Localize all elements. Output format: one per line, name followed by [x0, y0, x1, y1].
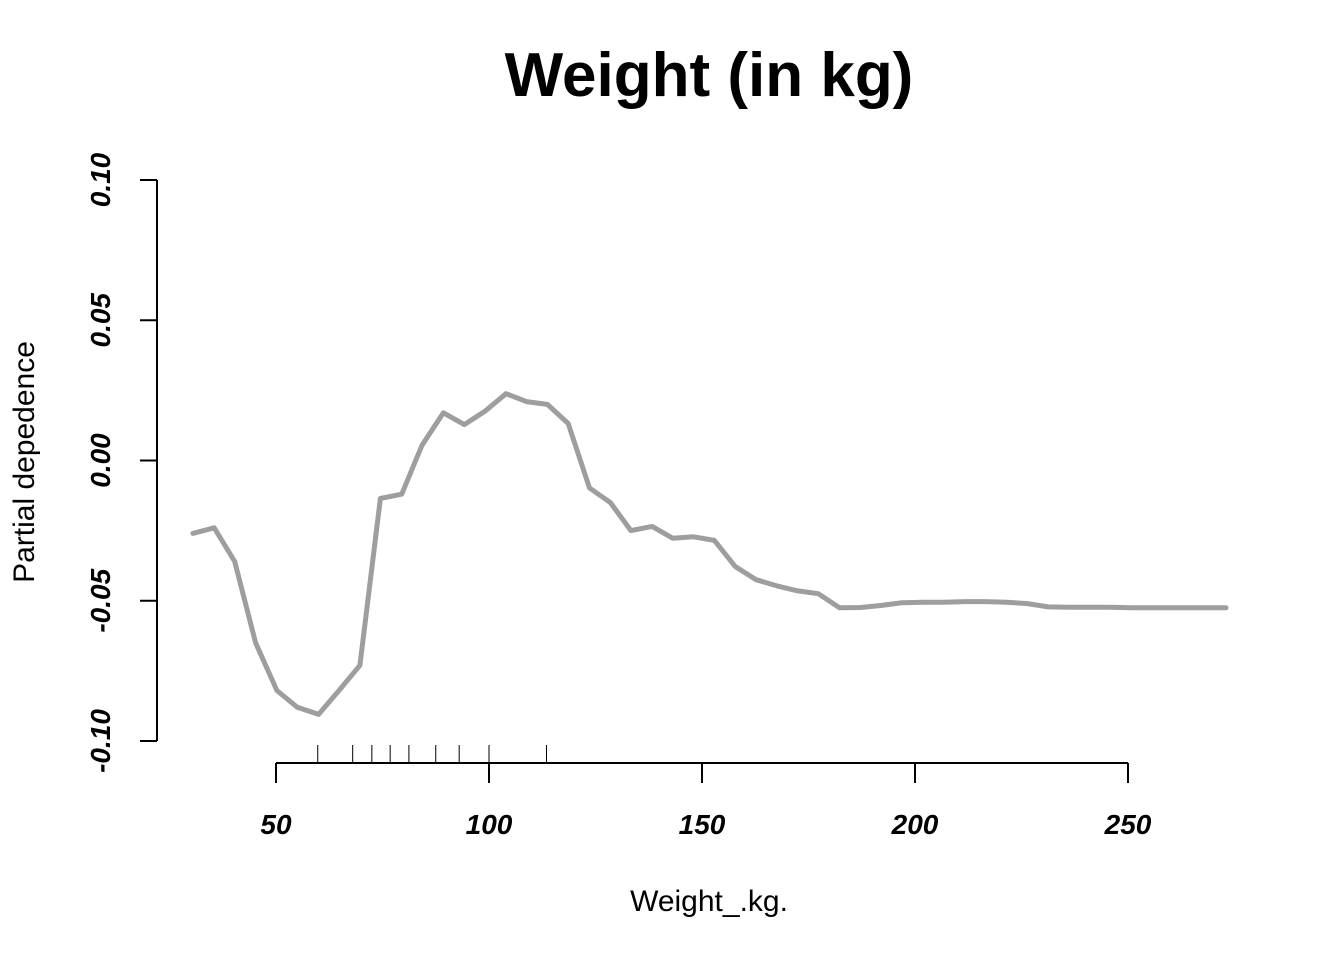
y-tick-label: 0.05	[85, 293, 116, 348]
x-tick-label: 100	[466, 809, 513, 840]
x-tick-label: 250	[1104, 809, 1152, 840]
series-line-0	[190, 391, 1229, 717]
y-axis-title: Partial depedence	[8, 341, 41, 583]
x-axis-title: Weight_.kg.	[630, 885, 788, 918]
y-axis: -0.10 -0.05 0.00 0.05 0.10	[85, 152, 158, 773]
y-tick-label: -0.05	[85, 568, 116, 632]
x-tick-label: 50	[260, 809, 292, 840]
x-tick-label: 150	[679, 809, 726, 840]
y-tick-label: -0.10	[85, 709, 116, 773]
plot-area	[190, 391, 1229, 717]
x-axis: 50 100 150 200 250	[260, 762, 1152, 840]
y-tick-label: 0.10	[85, 152, 116, 207]
rug-marks	[317, 745, 548, 763]
chart-title: Weight (in kg)	[505, 41, 914, 110]
y-tick-label: 0.00	[85, 433, 116, 488]
x-tick-label: 200	[891, 809, 939, 840]
